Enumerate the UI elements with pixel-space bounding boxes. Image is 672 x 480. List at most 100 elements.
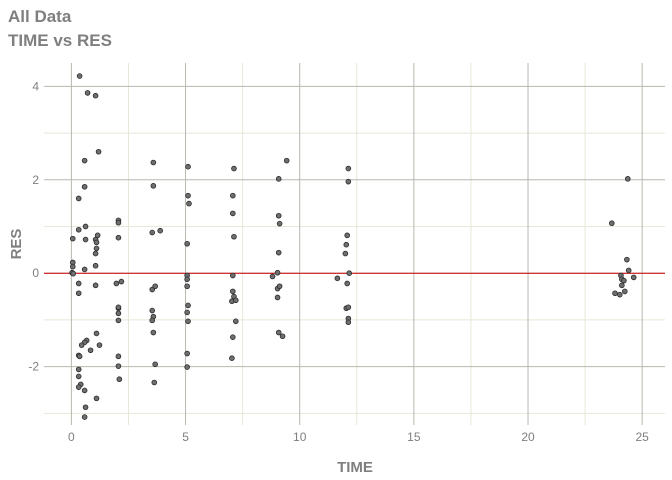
data-point <box>619 282 625 289</box>
data-point <box>93 330 100 337</box>
data-point <box>616 291 623 298</box>
data-point <box>75 373 82 380</box>
tick-labels: 0 5 10 15 20 25 -2 0 2 4 <box>28 79 649 444</box>
data-point <box>345 178 352 185</box>
data-point <box>75 226 82 233</box>
data-point <box>150 159 157 166</box>
data-point <box>149 317 156 324</box>
x-tick-label: 25 <box>635 430 649 444</box>
data-point <box>621 277 627 284</box>
data-point <box>184 350 190 357</box>
data-point <box>75 384 82 390</box>
data-point <box>78 342 85 348</box>
data-point <box>96 342 103 348</box>
data-point <box>76 73 83 79</box>
data-point <box>230 334 236 340</box>
data-point <box>152 283 158 290</box>
data-point <box>115 310 122 317</box>
data-point <box>152 361 158 368</box>
data-point <box>630 274 637 281</box>
data-point <box>82 404 89 411</box>
data-point <box>75 366 82 373</box>
grid <box>44 63 665 425</box>
data-point <box>184 283 190 290</box>
data-point <box>184 240 190 247</box>
data-point <box>279 333 286 340</box>
data-point <box>81 414 88 420</box>
data-point <box>345 165 352 172</box>
data-point <box>343 241 350 248</box>
data-point <box>81 183 88 190</box>
y-axis-label: RES <box>8 229 25 260</box>
data-point <box>184 276 190 283</box>
data-point <box>274 294 281 301</box>
data-point <box>115 317 122 324</box>
data-point <box>269 273 276 280</box>
data-point <box>344 232 350 239</box>
data-point <box>230 192 236 199</box>
data-point <box>115 304 122 311</box>
data-point <box>230 288 236 295</box>
x-tick-label: 20 <box>521 430 535 444</box>
data-point <box>115 234 122 241</box>
data-point <box>334 275 341 282</box>
data-point <box>275 212 282 219</box>
data-point <box>95 148 102 155</box>
x-axis-label: TIME <box>337 459 373 476</box>
data-point <box>76 353 83 360</box>
points <box>69 73 637 420</box>
data-point <box>232 297 239 304</box>
data-point <box>345 304 352 311</box>
y-tick-label: -2 <box>28 360 39 374</box>
data-point <box>185 318 191 325</box>
data-point <box>113 280 120 287</box>
data-point <box>149 229 156 236</box>
data-point <box>231 165 237 172</box>
y-tick-label: 4 <box>32 79 39 93</box>
data-point <box>185 192 191 199</box>
data-point <box>151 379 158 386</box>
data-point <box>75 280 82 287</box>
y-tick-label: 0 <box>32 266 39 280</box>
data-point <box>275 249 282 256</box>
data-point <box>231 233 237 240</box>
data-point <box>116 376 123 383</box>
data-point <box>81 387 88 394</box>
data-point <box>75 290 82 297</box>
data-point <box>81 266 88 273</box>
data-point <box>92 262 99 269</box>
data-point <box>115 219 122 226</box>
data-point <box>87 347 94 354</box>
data-point <box>81 157 88 164</box>
data-point <box>186 200 192 207</box>
data-point <box>115 363 122 369</box>
data-point <box>184 309 190 316</box>
data-point <box>82 236 89 243</box>
x-tick-label: 5 <box>182 430 189 444</box>
data-point <box>93 395 100 402</box>
data-point <box>93 245 100 252</box>
data-point <box>92 250 99 257</box>
data-point <box>75 195 82 202</box>
data-point <box>624 176 631 182</box>
data-point <box>69 263 76 270</box>
data-point <box>624 256 630 263</box>
data-point <box>342 250 349 257</box>
data-point <box>118 278 125 285</box>
x-tick-label: 0 <box>68 430 75 444</box>
x-tick-label: 15 <box>407 430 421 444</box>
data-point <box>274 269 281 276</box>
data-point <box>93 239 100 246</box>
data-point <box>275 176 282 182</box>
data-point <box>184 364 190 370</box>
data-point <box>84 90 91 96</box>
data-point <box>622 288 628 295</box>
data-point <box>149 307 156 314</box>
data-point <box>150 183 157 189</box>
data-point <box>344 280 350 287</box>
data-point <box>232 318 239 325</box>
data-point <box>276 220 283 227</box>
chart-subtitle: TIME vs RES <box>8 31 112 50</box>
data-point <box>115 353 122 360</box>
